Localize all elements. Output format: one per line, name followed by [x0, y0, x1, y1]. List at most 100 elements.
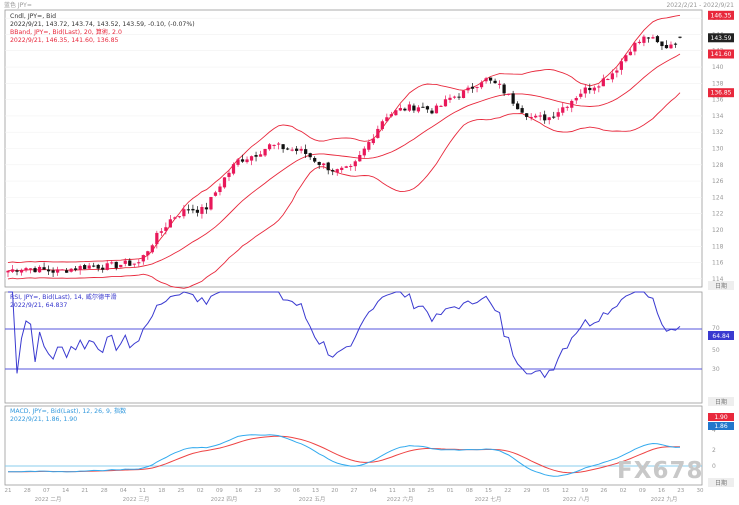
- candle: [479, 80, 484, 90]
- candle: [299, 146, 303, 154]
- candle: [538, 112, 542, 121]
- candle-body: [538, 115, 542, 117]
- candle: [556, 108, 560, 120]
- candle-body: [434, 105, 439, 114]
- bollinger-bands: [7, 14, 681, 289]
- candle-body: [457, 96, 461, 98]
- bollinger-upper: [7, 14, 681, 264]
- x-day-tick: 21: [81, 488, 88, 494]
- x-month-label: 2022 九月: [651, 495, 678, 503]
- candle-body: [448, 97, 452, 100]
- macd-corner-tag: 日期: [715, 479, 727, 487]
- x-day-tick: 28: [101, 488, 108, 494]
- candle: [78, 264, 82, 275]
- candle-body: [101, 267, 105, 270]
- candle-body: [10, 269, 15, 272]
- candle-body: [272, 144, 276, 146]
- candle: [119, 264, 123, 268]
- candle-body: [286, 148, 290, 150]
- candle: [543, 110, 547, 124]
- candle-body: [65, 270, 69, 273]
- candle: [466, 85, 470, 94]
- price-tag-bg: [708, 88, 734, 98]
- candle-body: [182, 209, 186, 217]
- rsi-tick-30: 30: [712, 366, 720, 373]
- price-tag: 136.85: [711, 90, 732, 97]
- x-day-tick: 22: [504, 488, 511, 494]
- x-axis: 21 28 07 14 21 28 04 11 18 25 02 09 16 23 30 06 13 20 27 04…: [5, 488, 704, 503]
- candle-body: [470, 86, 475, 89]
- candle-body: [326, 162, 330, 171]
- candle-body: [335, 169, 339, 173]
- candle-body: [497, 83, 502, 85]
- price-tag-bg: [708, 10, 734, 20]
- main-gridlines: [5, 17, 702, 280]
- candle-body: [646, 37, 651, 39]
- candle: [249, 155, 254, 166]
- x-month-label: 2022 五月: [299, 496, 326, 503]
- candle: [651, 34, 655, 39]
- x-day-tick: 18: [158, 488, 165, 494]
- candle: [155, 230, 159, 249]
- candle-body: [628, 51, 633, 56]
- candle-body: [164, 227, 168, 231]
- candle: [376, 125, 380, 139]
- bollinger-middle: [7, 53, 681, 272]
- candle-body: [24, 268, 28, 271]
- candle: [488, 77, 493, 84]
- corner-label: 蓝色 JPY=: [4, 1, 32, 9]
- candle: [434, 103, 439, 114]
- candle: [502, 82, 506, 96]
- x-day-tick: 18: [408, 488, 415, 494]
- candle: [123, 258, 127, 267]
- candle-body: [299, 148, 303, 151]
- candle: [385, 113, 389, 123]
- candle: [461, 90, 466, 99]
- candle: [646, 37, 651, 43]
- candle-body: [15, 270, 19, 272]
- candle: [457, 93, 461, 100]
- candle-body: [520, 108, 524, 113]
- candle: [236, 157, 240, 167]
- macd-tag-bg: [708, 422, 734, 430]
- candle-body: [421, 106, 425, 108]
- candle-body: [114, 261, 118, 268]
- candle: [110, 259, 114, 265]
- candle: [574, 96, 578, 104]
- candle-body: [313, 157, 317, 162]
- candle-body: [267, 144, 272, 150]
- candle: [317, 161, 321, 169]
- candle: [245, 156, 249, 164]
- candle-body: [362, 148, 366, 156]
- candle: [92, 262, 96, 268]
- candle-body: [615, 70, 619, 73]
- candle: [19, 268, 24, 276]
- candle-body: [633, 42, 637, 52]
- candle-body: [19, 269, 24, 273]
- candle-body: [159, 231, 163, 233]
- main-panel: Cndl, JPY=, Bid 2022/9/21, 143.72, 143.7…: [4, 9, 703, 289]
- candle-body: [87, 265, 91, 269]
- candle-body: [529, 116, 533, 118]
- candle: [258, 150, 263, 157]
- candle-body: [367, 142, 371, 150]
- candle: [615, 67, 619, 78]
- candle: [267, 143, 272, 151]
- candle: [101, 264, 105, 273]
- candle-body: [353, 161, 357, 167]
- x-month-label: 2022 三月: [123, 496, 150, 503]
- y-tick-label: 134: [712, 113, 724, 120]
- candle-body: [637, 41, 642, 44]
- rsi-panel: RSI, JPY=, Bid(Last), 14, 威尔德平滑 2022/9/2…: [4, 291, 703, 404]
- candle: [367, 139, 371, 152]
- candle: [15, 268, 19, 276]
- candle-body: [173, 217, 177, 219]
- macd-panel-frame: [4, 405, 703, 486]
- x-day-tick: 01: [447, 488, 454, 494]
- candle: [28, 268, 33, 274]
- candle: [227, 169, 231, 181]
- candle: [633, 42, 637, 56]
- candle: [37, 265, 42, 273]
- candle-body: [119, 264, 123, 268]
- candle: [439, 104, 443, 107]
